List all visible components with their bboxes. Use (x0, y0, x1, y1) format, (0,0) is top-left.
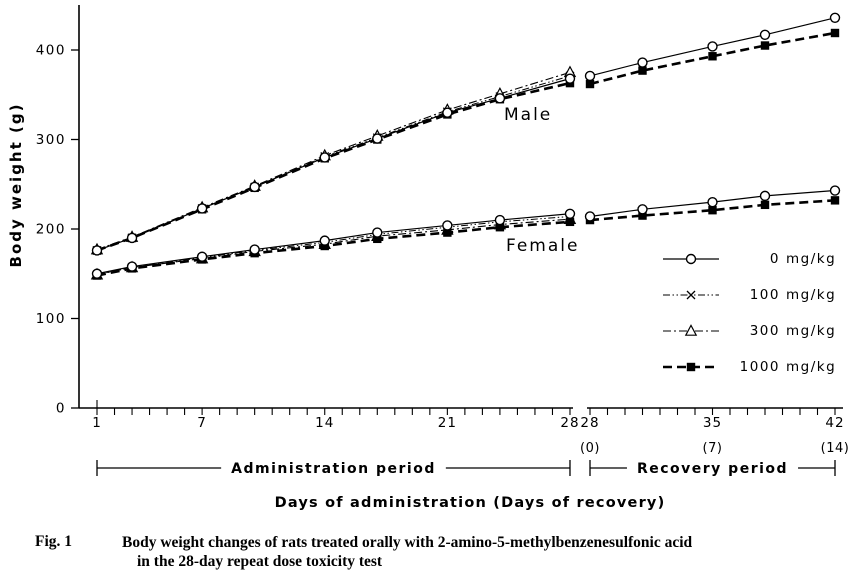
legend-item-1000-mg-kg: 1000 mg/kg (662, 349, 852, 385)
y-tick-label-200: 200 (36, 222, 66, 238)
figure-number: Fig. 1 (35, 533, 73, 550)
x-tick-label-recovery-35: 35 (703, 415, 722, 431)
y-axis-title: Body weight (g) (7, 102, 25, 268)
recovery-period-bracket: Recovery period (589, 460, 836, 477)
x-tick-label-recovery-28: 28 (580, 415, 599, 431)
caption-line1: Body weight changes of rats treated oral… (122, 534, 693, 551)
legend-label-unit: mg/kg (786, 323, 837, 339)
legend-item-100-mg-kg: 100 mg/kg (662, 277, 852, 313)
legend-triangle-marker-icon (663, 324, 719, 336)
y-tick-label-0: 0 (56, 401, 66, 417)
legend-square-marker-icon (663, 362, 719, 372)
y-tick-label-400: 400 (36, 43, 66, 59)
x-tick-label-recovery-42: 42 (825, 415, 844, 431)
x-axis-title: Days of administration (Days of recovery… (274, 495, 666, 511)
caption-text: Body weight changes of rats treated oral… (122, 533, 762, 571)
legend-label-unit: mg/kg (786, 359, 837, 375)
x-tick-sublabel-recovery-42: (14) (821, 441, 850, 456)
legend-label-dose: 300 (749, 323, 780, 339)
series-0-mg-kg-female-recovery (584, 185, 841, 222)
x-tick-sublabel-recovery-35: (7) (703, 441, 723, 456)
legend-x-marker-icon (663, 290, 719, 300)
series-1000-mg-kg-female-admin (92, 217, 575, 280)
y-tick-label-300: 300 (36, 132, 66, 148)
female-series-label: Female (506, 236, 580, 256)
legend-label-dose: 0 (769, 251, 780, 267)
legend: 0 mg/kg 100 mg/kg 300 mg/kg 1000 mg/kg (662, 241, 852, 385)
legend-label-dose: 100 (749, 287, 780, 303)
legend-circle-marker-icon (663, 253, 719, 265)
y-tick-label-100: 100 (36, 311, 66, 327)
series-0-mg-kg-female-admin (91, 208, 576, 279)
x-tick-label-admin-7: 7 (197, 415, 207, 431)
x-axis-recovery: 28 (0) 35 (7) 42 (14) (580, 407, 850, 456)
legend-label-dose: 1000 (739, 359, 780, 375)
x-axis-admin: 1 7 14 21 28 (79, 407, 579, 431)
caption-line2: in the 28-day repeat dose toxicity test (137, 553, 383, 570)
administration-period-label: Administration period (231, 461, 436, 477)
x-tick-label-admin-1: 1 (92, 415, 102, 431)
y-axis: 0 100 200 300 400 (36, 5, 80, 417)
x-tick-label-admin-21: 21 (438, 415, 457, 431)
series-0-mg-kg-male-recovery (584, 12, 841, 82)
legend-label-unit: mg/kg (786, 251, 837, 267)
legend-item-0-mg-kg: 0 mg/kg (662, 241, 852, 277)
legend-item-300-mg-kg: 300 mg/kg (662, 313, 852, 349)
plot-svg: 0 100 200 300 400 1 7 14 21 28 Administration peri… (36, 5, 850, 477)
x-tick-label-admin-28: 28 (560, 415, 579, 431)
male-series-label: Male (504, 105, 553, 125)
x-tick-sublabel-recovery-28: (0) (580, 441, 600, 456)
legend-label-unit: mg/kg (786, 287, 837, 303)
series-0-mg-kg-male-admin (91, 73, 576, 256)
administration-period-bracket: Administration period (96, 460, 571, 477)
x-tick-label-admin-14: 14 (315, 415, 334, 431)
series-1000-mg-kg-male-recovery (585, 28, 840, 89)
recovery-period-label: Recovery period (637, 461, 788, 477)
